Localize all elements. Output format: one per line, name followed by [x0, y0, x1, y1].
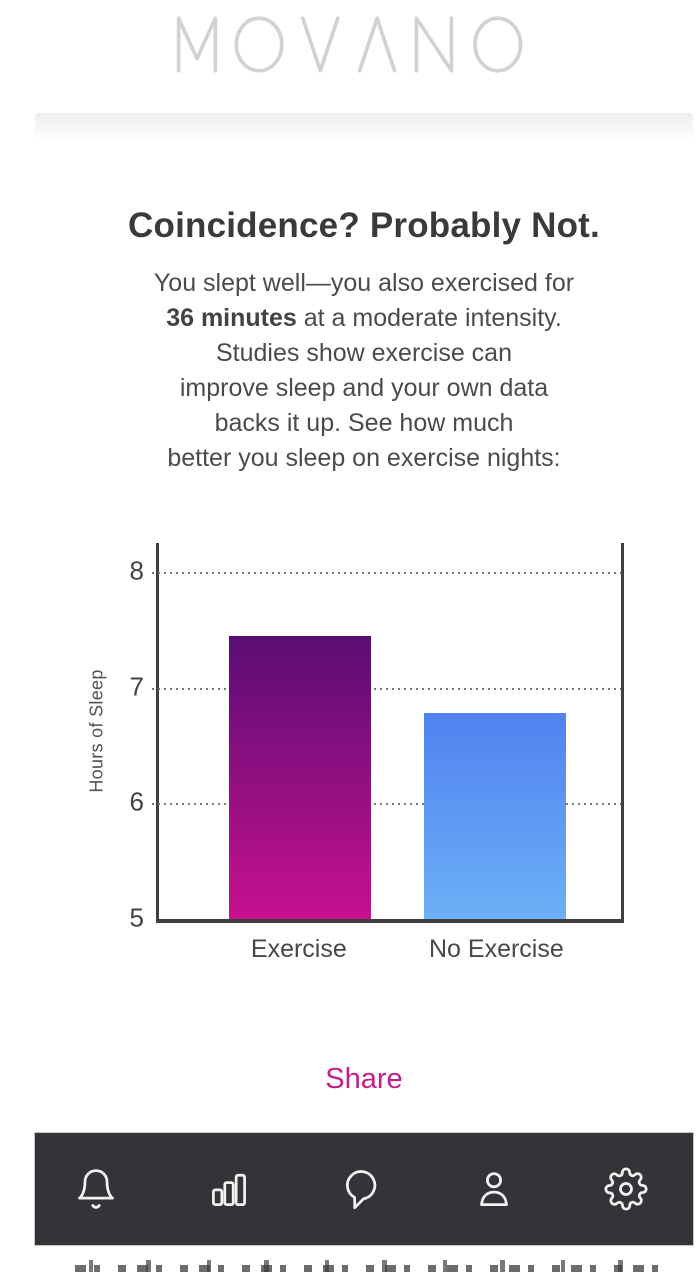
profile-icon: [479, 1172, 508, 1206]
chart-plot: Hours of Sleep 8 7 6 5: [87, 543, 624, 932]
insight-paragraph: You slept well—you also exercised for 36…: [35, 266, 693, 476]
x-axis-labels: Exercise No Exercise: [156, 923, 624, 983]
brand-logo: [0, 14, 700, 80]
y-tick-label: 6: [129, 786, 144, 817]
bar-chart-icon: [211, 1173, 246, 1206]
gridline: [152, 571, 621, 574]
bottom-nav: [35, 1133, 693, 1245]
bar-exercise: [228, 635, 371, 919]
movano-logo-icon: [176, 16, 523, 73]
exercise-minutes-value: 36 minutes: [166, 304, 297, 332]
paragraph-line: backs it up. See how much: [214, 409, 514, 437]
bell-icon: [78, 1169, 114, 1209]
y-axis-label: Hours of Sleep: [86, 669, 107, 793]
y-tick-label: 7: [129, 670, 144, 701]
y-tick-label: 5: [129, 902, 144, 933]
nav-item-settings[interactable]: [603, 1166, 649, 1212]
y-tick-label: 8: [129, 555, 144, 586]
gridline: [152, 803, 621, 806]
paragraph-line: better you sleep on exercise nights:: [167, 444, 561, 472]
bar-no-exercise: [424, 713, 567, 919]
paragraph-line: improve sleep and your own data: [179, 374, 549, 402]
paragraph-line: You slept well—you also exercised for: [153, 269, 575, 297]
nav-item-messages[interactable]: [338, 1166, 384, 1212]
gridline: [152, 687, 621, 690]
nav-item-notifications[interactable]: [73, 1166, 119, 1212]
gear-icon: [604, 1167, 648, 1211]
chat-bubble-icon: [346, 1170, 377, 1210]
paragraph-line-rest: at a moderate intensity.: [296, 304, 562, 332]
category-label: Exercise: [250, 935, 347, 963]
nav-item-stats[interactable]: [206, 1166, 252, 1212]
insight-card: Coincidence? Probably Not. You slept wel…: [35, 113, 693, 1273]
paragraph-line: 36 minutes at a moderate intensity.: [35, 301, 693, 336]
share-button[interactable]: Share: [304, 1059, 424, 1099]
page-title: Coincidence? Probably Not.: [128, 206, 600, 245]
nav-item-profile[interactable]: [471, 1166, 517, 1212]
truncated-caption: [75, 1258, 665, 1272]
category-label: No Exercise: [428, 935, 564, 963]
sleep-comparison-chart: Hours of Sleep 8 7 6 5 Exercise No Exercise: [35, 543, 693, 983]
paragraph-line: Studies show exercise can: [216, 339, 512, 367]
